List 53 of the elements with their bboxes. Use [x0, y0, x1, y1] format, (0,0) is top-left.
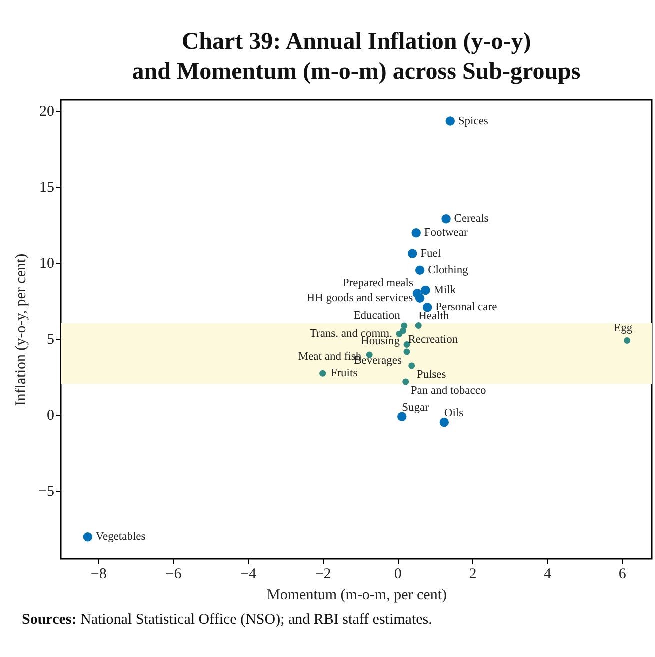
annotation: Vegetables — [96, 531, 146, 544]
x-tick-label: −8 — [90, 566, 107, 582]
annotation: Recreation — [408, 334, 458, 346]
annotation: Health — [418, 310, 450, 323]
point — [415, 266, 425, 275]
point — [415, 294, 425, 303]
point — [404, 348, 410, 356]
annotation: Prepared meals — [342, 278, 414, 290]
annotation: Education — [354, 310, 401, 322]
annotation: Cereals — [454, 213, 490, 226]
y-tick-label: 0 — [47, 408, 54, 424]
source-note: Sources: National Statistical Office (NSO); and RBI staff estimates. — [22, 612, 432, 629]
x-axis-title: Momentum (m-o-m, per cent) — [267, 588, 447, 604]
point — [421, 286, 430, 296]
chart-title: Chart 39: Annual Inflation (y-o-y) and Momentum (m-o-m) across Sub-groups — [132, 29, 581, 85]
y-axis-title: Inflation (y-o-y, per cent) — [14, 254, 30, 406]
y-tick-label: 10 — [40, 256, 54, 272]
annotation: Oils — [444, 408, 464, 420]
y-tick-label: 20 — [40, 104, 54, 120]
annotation: Pulses — [416, 368, 447, 381]
x-tick-label: 6 — [618, 566, 627, 582]
point — [446, 116, 455, 126]
point — [320, 370, 326, 377]
annotation: Milk — [434, 284, 456, 296]
x-tick-label: −4 — [240, 566, 257, 582]
x-tick-label: 2 — [469, 566, 477, 582]
point — [624, 338, 631, 344]
annotation: Pan and tobacco — [410, 384, 486, 397]
x-tick-label: 0 — [394, 566, 402, 582]
point — [398, 412, 407, 422]
annotation: HH goods and services — [306, 292, 414, 304]
annotation: Spices — [458, 115, 489, 128]
x-tick-label: 4 — [544, 566, 552, 582]
point — [442, 214, 451, 224]
point — [408, 362, 416, 370]
annotation: Clothing — [428, 264, 469, 276]
point — [412, 228, 421, 238]
y-tick-label: 5 — [47, 332, 54, 348]
x-tick-label: −6 — [166, 566, 182, 582]
point — [400, 328, 406, 334]
annotation: Egg — [614, 322, 633, 335]
y-tick-label: 15 — [40, 180, 54, 196]
point — [440, 418, 450, 428]
point — [408, 249, 418, 258]
y-tick-label: −5 — [38, 484, 54, 500]
point — [415, 322, 422, 329]
annotation: Footwear — [424, 227, 468, 240]
annotation: Fruits — [330, 368, 358, 380]
point — [402, 378, 410, 386]
point — [83, 532, 93, 542]
annotation: Fuel — [420, 248, 442, 260]
x-tick-label: −2 — [315, 566, 332, 582]
annotation: Sugar — [402, 402, 430, 414]
